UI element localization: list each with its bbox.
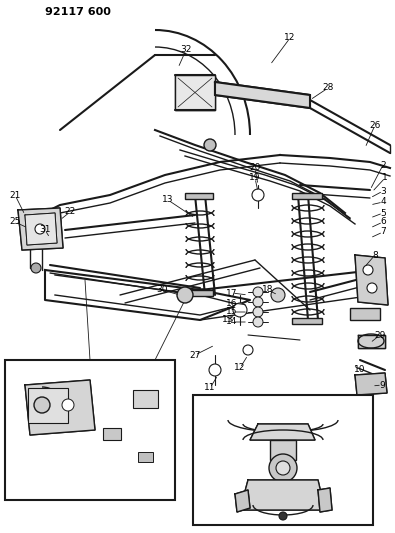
Text: (SLA): (SLA) <box>216 505 236 514</box>
Text: 12: 12 <box>234 364 246 373</box>
Circle shape <box>233 303 247 317</box>
Text: 27: 27 <box>189 351 201 359</box>
Text: 8: 8 <box>372 251 378 260</box>
Text: 19: 19 <box>249 174 261 182</box>
Bar <box>270 440 296 460</box>
Bar <box>103 428 121 440</box>
Text: 5: 5 <box>380 208 386 217</box>
Text: 92117 600: 92117 600 <box>45 7 111 17</box>
Circle shape <box>204 139 216 151</box>
Text: 26: 26 <box>369 120 381 130</box>
Circle shape <box>276 461 290 475</box>
Text: 7: 7 <box>380 228 386 237</box>
Text: 22: 22 <box>64 207 75 216</box>
Text: 31: 31 <box>39 225 51 235</box>
Text: 20: 20 <box>249 164 261 173</box>
Polygon shape <box>175 75 215 110</box>
Polygon shape <box>215 82 310 108</box>
Text: 14: 14 <box>226 318 238 327</box>
Circle shape <box>269 454 297 482</box>
Polygon shape <box>25 380 95 435</box>
Bar <box>5 360 175 500</box>
Polygon shape <box>25 213 57 245</box>
Text: 32: 32 <box>180 45 192 54</box>
Text: 23: 23 <box>123 393 134 402</box>
Circle shape <box>253 297 263 307</box>
Text: 21: 21 <box>9 190 21 199</box>
Text: 2: 2 <box>380 160 386 169</box>
Bar <box>193 395 373 525</box>
Circle shape <box>34 397 50 413</box>
Circle shape <box>253 317 263 327</box>
Bar <box>292 193 322 199</box>
Circle shape <box>363 265 373 275</box>
Text: 1: 1 <box>382 174 388 182</box>
Text: 7: 7 <box>147 400 153 409</box>
Polygon shape <box>355 255 388 305</box>
Text: 9: 9 <box>379 381 385 390</box>
Text: 27: 27 <box>325 490 335 499</box>
Text: 16: 16 <box>226 298 238 308</box>
Text: 30: 30 <box>156 286 168 295</box>
Text: 10: 10 <box>354 366 366 375</box>
Circle shape <box>367 283 377 293</box>
Text: 29: 29 <box>374 330 386 340</box>
Text: 27: 27 <box>23 443 33 453</box>
Bar <box>133 390 158 408</box>
Polygon shape <box>18 208 63 250</box>
Circle shape <box>271 288 285 302</box>
Circle shape <box>243 345 253 355</box>
Bar <box>185 290 213 296</box>
Circle shape <box>252 189 264 201</box>
Polygon shape <box>250 424 315 440</box>
Polygon shape <box>318 488 332 512</box>
Circle shape <box>209 364 221 376</box>
Bar <box>350 308 380 320</box>
Bar <box>292 318 322 324</box>
Text: 25: 25 <box>9 217 21 227</box>
Circle shape <box>253 307 263 317</box>
Circle shape <box>253 287 263 297</box>
Text: 34: 34 <box>313 456 324 464</box>
Circle shape <box>62 399 74 411</box>
Polygon shape <box>358 335 385 348</box>
Circle shape <box>35 224 45 234</box>
Circle shape <box>177 287 193 303</box>
Text: 12: 12 <box>284 34 296 43</box>
Text: 13: 13 <box>291 470 301 479</box>
Bar <box>138 452 153 462</box>
Text: 33: 33 <box>246 457 258 466</box>
Text: 3: 3 <box>380 187 386 196</box>
Text: 13: 13 <box>162 196 174 205</box>
Text: 28: 28 <box>322 84 334 93</box>
Text: 6: 6 <box>380 217 386 227</box>
Text: 15: 15 <box>226 308 238 317</box>
Polygon shape <box>240 480 325 510</box>
Circle shape <box>279 512 287 520</box>
Bar <box>28 388 68 423</box>
Polygon shape <box>235 490 250 512</box>
Text: 35: 35 <box>260 515 270 524</box>
Circle shape <box>31 263 41 273</box>
Text: 4: 4 <box>380 198 386 206</box>
Text: 11: 11 <box>204 384 216 392</box>
Polygon shape <box>355 373 387 395</box>
Text: 18: 18 <box>262 286 274 295</box>
Text: 24: 24 <box>110 448 120 456</box>
Bar <box>185 193 213 199</box>
Text: 13: 13 <box>222 316 234 325</box>
Text: 17: 17 <box>226 288 238 297</box>
